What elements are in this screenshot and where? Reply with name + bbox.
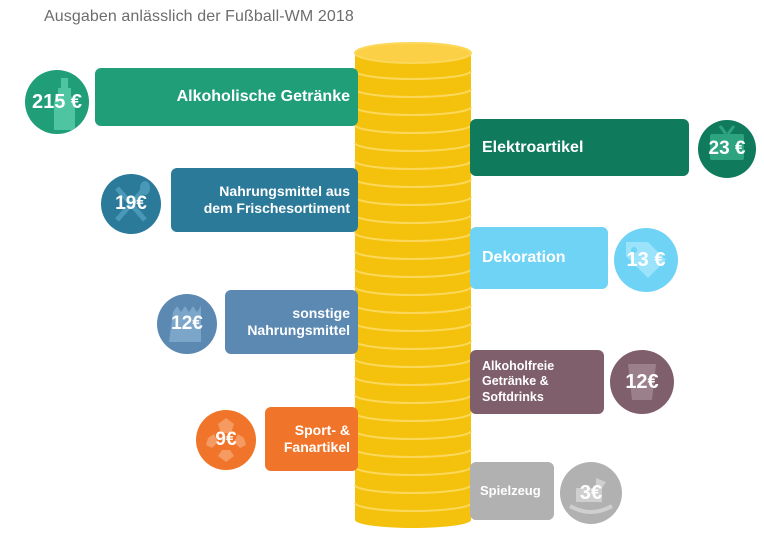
coin-edge <box>354 322 472 332</box>
coin-edge <box>354 250 472 260</box>
value-label: 23 € <box>708 138 746 159</box>
coin-edge <box>354 340 472 350</box>
bar-label: Alkoholische Getränke <box>176 88 350 105</box>
coin-edge <box>354 394 472 404</box>
coin-edge <box>354 484 472 494</box>
tag-icon <box>626 242 666 278</box>
value-circle-frischesortiment: 19€ <box>101 174 161 234</box>
bar-label: Dekoration <box>482 249 566 266</box>
bar-dekoration: Dekoration <box>470 227 608 289</box>
value-circle-sonstige-nahrungsmittel: 12€ <box>157 294 217 354</box>
grocery-bag-icon <box>169 306 201 342</box>
bar-sport-fanartikel: Sport- & Fanartikel <box>265 407 358 471</box>
coin-edge <box>354 448 472 458</box>
coin-edge <box>354 214 472 224</box>
value-label: 3€ <box>579 481 603 504</box>
value-circle-sport-fanartikel: 9€ <box>196 410 256 470</box>
coin-edge <box>354 88 472 98</box>
bar-elektroartikel: Elektroartikel <box>470 119 689 176</box>
value-label: 12€ <box>625 370 659 393</box>
coin-edge <box>354 430 472 440</box>
cup-icon <box>628 364 656 400</box>
value-circle-softdrinks: 12€ <box>610 350 674 414</box>
value-circle-spielzeug: 3€ <box>560 462 622 524</box>
bar-spielzeug: Spielzeug <box>470 462 554 520</box>
coin-edge <box>354 358 472 368</box>
value-label: 12€ <box>171 313 203 334</box>
rocking-horse-icon <box>569 478 613 514</box>
value-circle-elektroartikel: 23 € <box>698 120 756 178</box>
bottle-icon <box>54 78 75 130</box>
bar-label: Elektroartikel <box>482 138 584 156</box>
value-circle-alkoholische-getraenke: 215 € <box>25 70 89 134</box>
bar-label: Alkoholfreie Getränke & Softdrinks <box>482 358 555 404</box>
chart-title: Ausgaben anlässlich der Fußball-WM 2018 <box>44 8 354 25</box>
cutlery-icon <box>115 181 150 222</box>
bar-label: sonstige Nahrungsmittel <box>247 304 350 339</box>
tv-icon <box>710 125 744 160</box>
bar-sonstige-nahrungsmittel: sonstige Nahrungsmittel <box>225 290 358 354</box>
value-circle-dekoration: 13 € <box>614 228 678 292</box>
bar-label: Spielzeug <box>480 482 541 498</box>
bar-alkoholische-getraenke: Alkoholische Getränke <box>95 68 358 126</box>
coin-edge <box>354 412 472 422</box>
value-label: 9€ <box>215 429 237 450</box>
value-label: 19€ <box>115 193 147 214</box>
coin-edge <box>354 70 472 80</box>
bar-softdrinks: Alkoholfreie Getränke & Softdrinks <box>470 350 604 414</box>
coin-edge <box>354 232 472 242</box>
bar-label: Nahrungsmittel aus dem Frischesortiment <box>203 182 350 217</box>
bar-label: Sport- & Fanartikel <box>283 421 350 456</box>
soccer-ball-icon <box>206 418 246 462</box>
bar-frischesortiment: Nahrungsmittel aus dem Frischesortiment <box>171 168 358 232</box>
coin-edge <box>354 142 472 152</box>
value-label: 215 € <box>31 90 83 113</box>
coin-edge <box>354 178 472 188</box>
coin-stack-base <box>355 512 471 528</box>
coin-edge <box>354 160 472 170</box>
value-label: 13 € <box>626 248 666 271</box>
coin-edge <box>354 502 472 512</box>
coin-edge <box>354 106 472 116</box>
coin-edge <box>354 466 472 476</box>
coin-edge <box>354 196 472 206</box>
coin-edge <box>354 268 472 278</box>
coin-top <box>354 42 472 64</box>
coin-edge <box>354 124 472 134</box>
coin-edge <box>354 286 472 296</box>
coin-edge <box>354 376 472 386</box>
coin-stack-body <box>355 53 471 520</box>
coin-edge <box>354 304 472 314</box>
